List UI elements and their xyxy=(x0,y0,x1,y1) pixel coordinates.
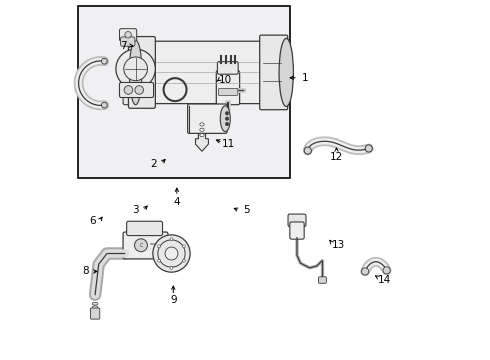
Text: 3: 3 xyxy=(132,206,139,216)
Text: 6: 6 xyxy=(89,216,96,226)
Text: 1: 1 xyxy=(302,73,309,83)
Text: 2: 2 xyxy=(150,159,157,169)
Circle shape xyxy=(225,112,229,115)
Text: 14: 14 xyxy=(378,275,392,285)
Bar xyxy=(78,6,290,178)
Circle shape xyxy=(135,239,147,252)
FancyBboxPatch shape xyxy=(123,232,168,259)
Ellipse shape xyxy=(92,302,98,305)
FancyBboxPatch shape xyxy=(144,41,285,104)
Ellipse shape xyxy=(200,123,204,126)
FancyBboxPatch shape xyxy=(120,82,153,98)
Circle shape xyxy=(158,259,161,262)
Circle shape xyxy=(383,267,390,274)
Circle shape xyxy=(182,245,185,248)
FancyBboxPatch shape xyxy=(91,308,100,319)
Text: 12: 12 xyxy=(330,152,343,162)
Text: 13: 13 xyxy=(332,239,345,249)
Text: 5: 5 xyxy=(244,206,250,216)
Ellipse shape xyxy=(92,306,98,309)
Circle shape xyxy=(124,86,133,94)
FancyBboxPatch shape xyxy=(290,222,304,239)
FancyBboxPatch shape xyxy=(128,37,155,108)
Circle shape xyxy=(165,247,178,260)
Circle shape xyxy=(170,238,173,240)
FancyBboxPatch shape xyxy=(218,62,238,74)
FancyBboxPatch shape xyxy=(318,277,326,283)
FancyBboxPatch shape xyxy=(121,37,135,46)
Text: 10: 10 xyxy=(219,75,232,85)
Circle shape xyxy=(125,32,131,38)
Circle shape xyxy=(135,86,144,94)
Ellipse shape xyxy=(129,40,142,105)
Circle shape xyxy=(362,268,368,275)
Circle shape xyxy=(225,122,229,126)
Circle shape xyxy=(101,102,107,108)
Text: ooo: ooo xyxy=(150,242,157,246)
Circle shape xyxy=(101,58,107,64)
FancyBboxPatch shape xyxy=(219,89,238,95)
Ellipse shape xyxy=(92,310,98,312)
Circle shape xyxy=(225,117,229,121)
Circle shape xyxy=(365,145,372,152)
FancyBboxPatch shape xyxy=(216,71,240,105)
Text: C: C xyxy=(139,243,143,248)
Text: 11: 11 xyxy=(222,139,236,149)
Circle shape xyxy=(170,266,173,269)
Text: 9: 9 xyxy=(170,295,176,305)
Circle shape xyxy=(124,57,147,81)
FancyBboxPatch shape xyxy=(123,78,152,105)
Circle shape xyxy=(153,235,190,272)
Ellipse shape xyxy=(200,128,204,131)
Polygon shape xyxy=(196,114,208,151)
FancyBboxPatch shape xyxy=(260,35,288,110)
FancyBboxPatch shape xyxy=(288,214,306,226)
Circle shape xyxy=(158,245,161,248)
FancyBboxPatch shape xyxy=(120,29,137,41)
FancyBboxPatch shape xyxy=(126,221,163,235)
Circle shape xyxy=(304,147,311,154)
FancyBboxPatch shape xyxy=(188,104,227,134)
Ellipse shape xyxy=(220,106,230,132)
Ellipse shape xyxy=(279,39,294,107)
Ellipse shape xyxy=(200,134,204,137)
Text: 7: 7 xyxy=(120,41,126,50)
Text: 8: 8 xyxy=(82,266,89,276)
Circle shape xyxy=(182,259,185,262)
Text: 4: 4 xyxy=(173,197,180,207)
Circle shape xyxy=(158,240,185,267)
Circle shape xyxy=(116,49,155,89)
